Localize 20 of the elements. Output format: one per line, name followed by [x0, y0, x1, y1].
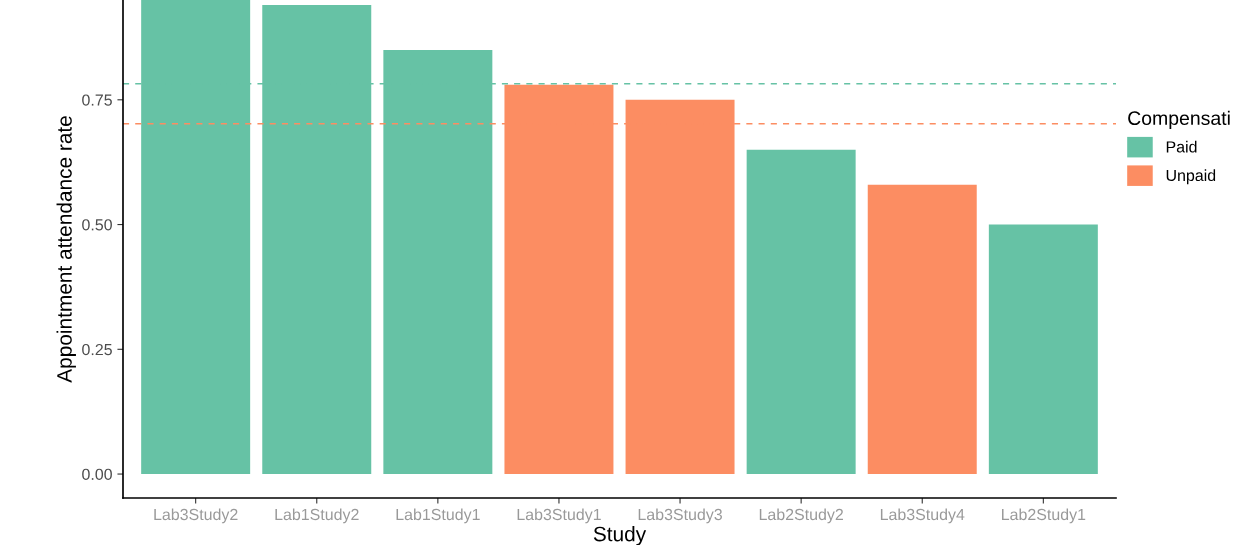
x-axis-title: Study — [593, 526, 647, 545]
x-tick-label: Lab1Study1 — [396, 508, 480, 524]
legend-title: Compensati — [1128, 110, 1230, 129]
legend-label: Unpaid — [1166, 169, 1216, 185]
y-tick-label: 0.25 — [82, 343, 112, 356]
x-tick-label: Lab3Study1 — [517, 508, 601, 524]
bar — [867, 184, 977, 475]
legend-label: Paid — [1166, 140, 1197, 153]
bar — [988, 224, 1098, 475]
y-axis-title: Appointment attendance rate — [56, 116, 76, 383]
y-tick-label: 0.00 — [82, 468, 112, 480]
x-tick-label: Lab3Study2 — [154, 508, 238, 524]
y-tick-label: 0.75 — [82, 94, 112, 106]
x-tick-label: Lab3Study4 — [880, 508, 965, 524]
x-tick-label: Lab2Study2 — [759, 508, 843, 524]
bar — [746, 149, 856, 475]
x-tick-label: Lab3Study3 — [638, 508, 722, 524]
x-tick-label: Lab1Study2 — [275, 508, 359, 524]
x-tick-label: Lab2Study1 — [1002, 508, 1086, 524]
y-tick-label: 0.50 — [82, 219, 112, 231]
